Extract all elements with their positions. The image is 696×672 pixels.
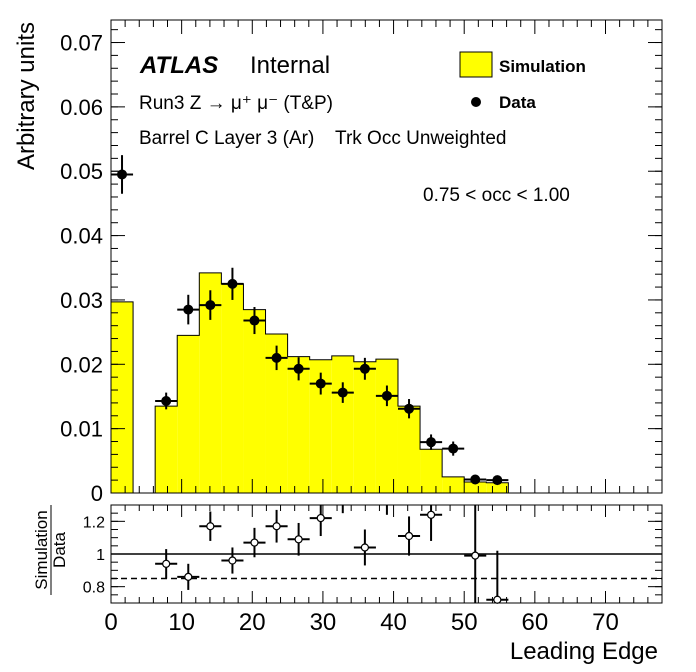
- simulation-bar: [177, 335, 200, 493]
- simulation-bar: [375, 359, 398, 493]
- data-point: [183, 304, 194, 315]
- occupancy-range-label: 0.75 < occ < 1.00: [423, 185, 570, 206]
- x-tick-label: 30: [310, 609, 337, 636]
- ratio-points: [155, 505, 509, 604]
- data-point: [293, 363, 304, 374]
- simulation-bar: [464, 482, 487, 493]
- simulation-outline: [110, 272, 509, 494]
- y-tick-label: 0.05: [60, 159, 103, 184]
- ratio-point: [250, 538, 259, 547]
- y-axis-title: Arbitrary units: [13, 22, 40, 170]
- data-point: [227, 278, 238, 289]
- info-line-2: Barrel C Layer 3 (Ar) Trk Occ Unweighted: [139, 128, 506, 149]
- simulation-bar: [287, 356, 310, 493]
- data-point: [337, 387, 348, 398]
- ratio-point: [426, 510, 436, 519]
- x-tick-label: 10: [168, 609, 195, 636]
- atlas-label: ATLAS: [139, 52, 218, 79]
- simulation-bar: [353, 361, 376, 493]
- ratio-y-tick-label: 0.8: [83, 580, 105, 597]
- x-tick-label: 20: [239, 609, 266, 636]
- main-axis-ticks: 0 0.01 0.02 0.03 0.04 0.05 0.06 0.07: [60, 20, 663, 506]
- data-point: [426, 437, 437, 448]
- simulation-bar: [309, 359, 332, 493]
- simulation-bar: [243, 309, 266, 493]
- simulation-bar: [420, 449, 443, 493]
- y-tick-label: 0.07: [60, 31, 103, 56]
- legend-data-label: Data: [499, 93, 536, 112]
- x-tick-label: 70: [592, 609, 619, 636]
- data-point: [492, 475, 503, 486]
- ratio-y-tick-label: 1.2: [83, 514, 105, 531]
- simulation-bar: [442, 476, 465, 493]
- simulation-bar: [221, 283, 244, 493]
- data-point: [249, 315, 260, 326]
- ratio-ylabel-numerator: Simulation: [32, 510, 51, 589]
- ratio-plot-frame: [110, 504, 663, 604]
- y-tick-label: 0: [91, 481, 103, 506]
- data-point: [271, 352, 282, 363]
- data-point: [404, 403, 415, 414]
- ratio-point: [360, 543, 369, 552]
- data-point: [117, 169, 128, 180]
- simulation-bar: [265, 334, 288, 493]
- x-tick-label: 60: [521, 609, 548, 636]
- ratio-point: [294, 535, 303, 544]
- ratio-point: [184, 572, 193, 581]
- legend-simulation-label: Simulation: [499, 57, 586, 76]
- ratio-point: [493, 595, 502, 604]
- main-plot-frame: [110, 19, 663, 494]
- legend-data-marker: [471, 97, 481, 107]
- ratio-point: [404, 531, 414, 541]
- simulation-histogram: [110, 272, 509, 494]
- data-point: [448, 443, 459, 454]
- ratio-panel: 0.8 1 1.2 0 10 20 30 40 50 60 70: [83, 504, 663, 636]
- data-point: [205, 300, 216, 311]
- y-tick-label: 0.01: [60, 417, 103, 442]
- ratio-point: [471, 551, 480, 560]
- y-tick-label: 0.03: [60, 288, 103, 313]
- legend-simulation-swatch: [459, 51, 493, 78]
- ratio-point: [206, 522, 215, 531]
- simulation-bar: [331, 355, 354, 493]
- y-tick-label: 0.02: [60, 352, 103, 377]
- atlas-status: Internal: [250, 52, 330, 79]
- legend: Simulation Data: [459, 51, 586, 112]
- data-point: [161, 395, 172, 406]
- main-panel: 0 0.01 0.02 0.03 0.04 0.05 0.06 0.07: [60, 19, 663, 506]
- x-axis-title: Leading Edge: [510, 638, 658, 665]
- simulation-bar: [486, 482, 509, 493]
- ratio-ylabel-denominator: Data: [50, 532, 69, 568]
- x-tick-label: 0: [104, 609, 117, 636]
- simulation-bar: [155, 406, 178, 493]
- ratio-y-axis-title: Simulation Data: [32, 505, 69, 595]
- y-tick-label: 0.06: [60, 95, 103, 120]
- simulation-bar: [397, 406, 421, 493]
- data-points: [110, 155, 509, 486]
- data-point: [381, 390, 392, 401]
- y-tick-label: 0.04: [60, 224, 103, 249]
- simulation-bar: [199, 272, 222, 493]
- info-line-1: Run3 Z → μ⁺ μ⁻ (T&P): [139, 93, 333, 114]
- data-point: [359, 363, 370, 374]
- x-tick-label: 50: [451, 609, 478, 636]
- x-tick-label: 40: [380, 609, 407, 636]
- ratio-point: [316, 513, 325, 523]
- ratio-point: [162, 559, 171, 568]
- data-point: [315, 378, 326, 389]
- ratio-point: [272, 522, 281, 531]
- ratio-y-tick-label: 1: [96, 547, 105, 564]
- simulation-bar: [111, 301, 134, 493]
- data-point: [470, 474, 481, 485]
- ratio-point: [228, 556, 237, 565]
- ratio-axis-ticks: 0.8 1 1.2 0 10 20 30 40 50 60 70: [83, 504, 663, 636]
